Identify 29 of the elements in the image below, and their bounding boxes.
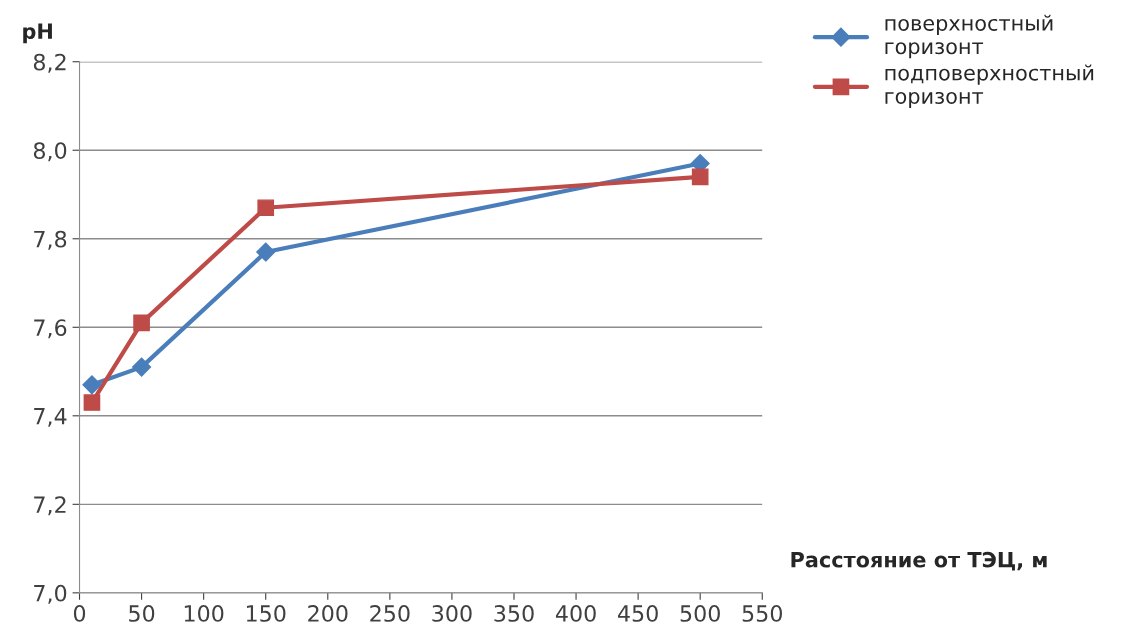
point — [132, 357, 152, 377]
x-tick-label: 200 — [308, 605, 348, 622]
x-tick-label: 450 — [618, 605, 658, 622]
x-tick-label: 150 — [246, 605, 286, 622]
point — [133, 314, 150, 332]
x-tick-label: 100 — [184, 605, 224, 622]
legend-label: подповерхностный горизонт — [885, 64, 1094, 108]
y-tick-label: 7,6 — [34, 319, 67, 339]
x-tick-label: 50 — [129, 605, 155, 622]
y-tick-label: 8,2 — [33, 53, 66, 73]
point — [82, 375, 102, 395]
y-tick-label: 7,4 — [34, 408, 67, 427]
y-tick-label: 7,0 — [34, 584, 67, 604]
point — [256, 242, 276, 262]
y-tick-label: 7,8 — [34, 230, 67, 250]
x-tick-label: 300 — [432, 605, 472, 622]
x-tick-label: 550 — [742, 605, 782, 622]
y-axis-title: pH — [23, 23, 52, 44]
point — [691, 168, 709, 186]
point — [83, 394, 101, 411]
point — [257, 199, 275, 217]
y-tick-label: 7,2 — [34, 496, 66, 516]
x-axis-title: Расстояние от ТЭЦ, м — [791, 551, 1047, 571]
x-tick-label: 400 — [555, 605, 596, 622]
x-tick-label: 350 — [494, 605, 534, 622]
x-tick-label: 0 — [73, 605, 86, 622]
x-tick-label: 250 — [370, 605, 410, 622]
y-tick-label: 8,0 — [33, 142, 67, 162]
x-tick-label: 500 — [680, 605, 720, 622]
